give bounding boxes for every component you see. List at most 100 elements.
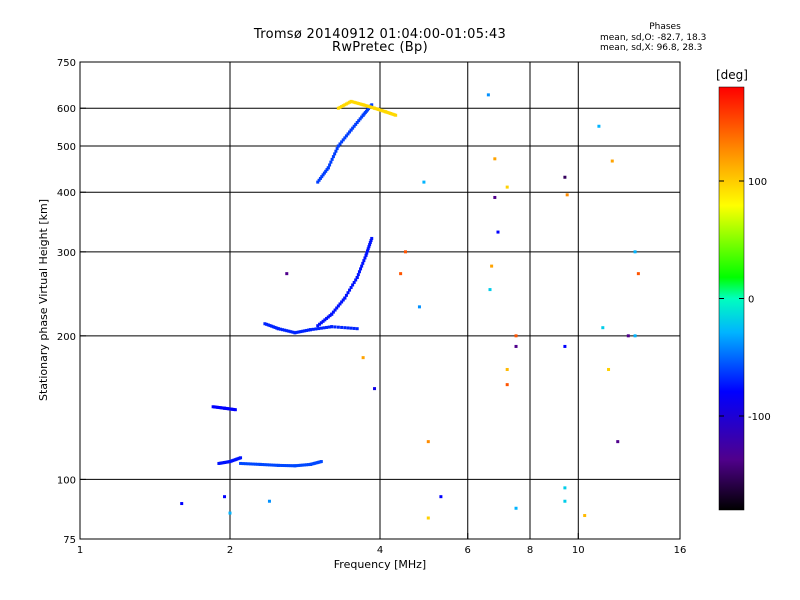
echo-point [244, 462, 248, 466]
echo-point [258, 462, 262, 466]
echo-point [333, 152, 337, 156]
echo-point [610, 159, 614, 163]
echo-point [346, 132, 350, 136]
echo-point [633, 250, 637, 254]
x-axis-label: Frequency [MHz] [334, 558, 426, 571]
echo-point [343, 103, 347, 107]
echo-point [333, 325, 337, 329]
echo-point [271, 325, 275, 329]
echo-point [514, 506, 518, 510]
echo-point [276, 463, 280, 467]
echo-point [272, 463, 276, 467]
echo-point [330, 157, 334, 161]
echo-point [305, 328, 309, 332]
echo-point [246, 462, 250, 466]
echo-point [287, 329, 291, 333]
echo-point [274, 463, 278, 467]
echo-point [563, 344, 567, 348]
echo-point [322, 326, 326, 330]
echo-point [241, 462, 245, 466]
echo-point [251, 462, 255, 466]
echo-point [505, 185, 509, 189]
echo-point [399, 272, 403, 276]
echo-point [334, 149, 338, 153]
echo-point [314, 327, 318, 331]
echo-point [287, 464, 291, 468]
echo-point [281, 328, 285, 332]
echo-point [336, 304, 340, 308]
echo-point [354, 122, 358, 126]
echo-point [325, 325, 329, 329]
colorbar-tick-label: 0 [748, 295, 754, 306]
echo-point [341, 104, 345, 108]
y-tick-label: 750 [57, 58, 76, 69]
echo-point [266, 323, 270, 327]
echo-point [341, 298, 345, 302]
echo-point [597, 124, 601, 128]
echo-point [366, 247, 370, 251]
y-tick-label: 100 [57, 475, 76, 486]
echo-point [285, 329, 289, 333]
echo-point [352, 100, 356, 104]
echo-point [352, 124, 356, 128]
echo-point [358, 117, 362, 121]
echo-point [321, 173, 325, 177]
echo-point [223, 495, 227, 499]
echo-point [365, 249, 369, 253]
echo-point [281, 463, 285, 467]
phases-summary: Phases mean, sd,O: -82.7, 18.3 mean, sd,… [600, 22, 730, 54]
x-tick-label: 8 [527, 545, 533, 556]
echo-point [340, 105, 344, 109]
echo-point [239, 461, 243, 465]
colorbar-label: [deg] [716, 68, 748, 82]
echo-point [355, 327, 359, 331]
y-tick-label: 500 [57, 142, 76, 153]
echo-point [303, 329, 307, 333]
echo-point [291, 330, 295, 334]
echo-point [299, 463, 303, 467]
y-tick-label: 75 [63, 535, 76, 546]
echo-point [265, 322, 269, 326]
echo-point [239, 456, 243, 460]
echo-point [505, 367, 509, 371]
echo-point [355, 276, 359, 280]
echo-point [270, 324, 274, 328]
echo-point [490, 264, 494, 268]
echo-point [344, 293, 348, 297]
colorbar-tick-label: -100 [748, 412, 771, 423]
echo-point [514, 344, 518, 348]
echo-point [326, 166, 330, 170]
echo-point [563, 486, 567, 490]
echo-point [361, 261, 365, 265]
echo-point [295, 330, 299, 334]
echo-point [626, 334, 630, 338]
echo-point [346, 101, 350, 105]
echo-point [263, 322, 267, 326]
echo-point [373, 387, 377, 391]
x-tick-label: 16 [674, 545, 687, 556]
echo-point [330, 325, 334, 329]
echo-point [295, 464, 299, 468]
y-tick-label: 400 [57, 188, 76, 199]
echo-point [488, 288, 492, 292]
echo-point [283, 328, 287, 332]
echo-point [265, 463, 269, 467]
echo-point [320, 175, 324, 179]
echo-point [354, 101, 358, 105]
echo-point [322, 171, 326, 175]
echo-point [583, 514, 587, 518]
echo-point [293, 464, 297, 468]
echo-point [293, 331, 297, 335]
echo-point [256, 462, 260, 466]
echo-point [331, 155, 335, 159]
echo-point [348, 288, 352, 292]
x-tick-label: 4 [377, 545, 383, 556]
x-tick-label: 10 [572, 545, 585, 556]
echo-point [346, 326, 350, 330]
echo-point [601, 326, 605, 330]
echo-point [357, 119, 361, 123]
echo-point [368, 241, 372, 245]
echo-point [285, 272, 289, 276]
echo-point [367, 245, 371, 249]
y-tick-label: 600 [57, 104, 76, 115]
